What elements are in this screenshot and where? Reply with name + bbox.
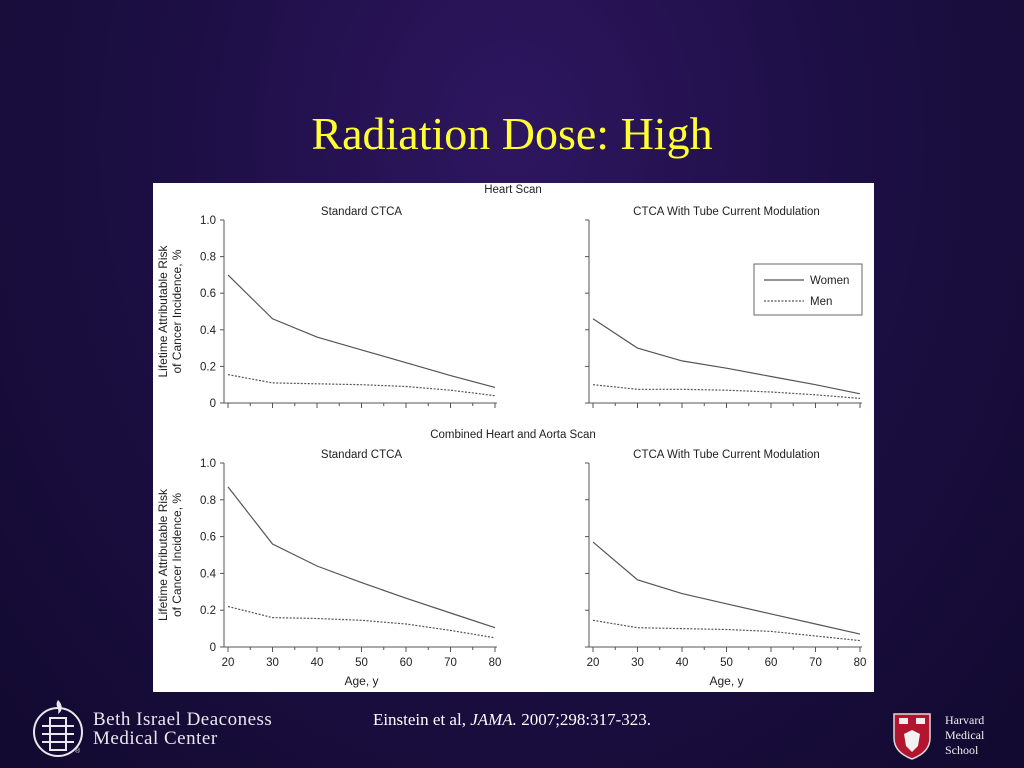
y-tick-label: 0.2: [200, 361, 216, 373]
panel-title: Standard CTCA: [321, 206, 403, 218]
x-tick-label: 80: [854, 657, 867, 669]
legend-box: [753, 263, 863, 316]
series-line-women: [227, 274, 496, 388]
x-tick-label: 20: [587, 657, 600, 669]
y-axis-label-line2: of Cancer Incidence, %: [170, 249, 184, 373]
citation-journal: JAMA.: [470, 710, 517, 729]
citation-authors: Einstein et al,: [372, 710, 471, 729]
harvard-line3: School: [945, 743, 979, 757]
y-axis-label-line1: Lifetime Attributable Risk: [156, 244, 170, 377]
section-title: Combined Heart and Aorta Scan: [430, 429, 596, 441]
figure-panel: Heart Scan Standard CTCA 0 0.2 0.4 0.6 0.8 1.0 L…: [153, 183, 874, 692]
registered-mark: ®: [75, 748, 81, 755]
x-tick-label: 70: [444, 657, 457, 669]
legend-label-women: Women: [810, 275, 849, 287]
x-tick-label: 40: [676, 657, 689, 669]
x-tick-label: 20: [222, 657, 235, 669]
slide-title: Radiation Dose: High: [311, 108, 713, 159]
series-line-women: [227, 486, 496, 629]
series-line-men: [227, 374, 496, 397]
x-tick-label: 70: [809, 657, 822, 669]
y-tick-label: 0.8: [200, 495, 216, 507]
x-tick-label: 60: [400, 657, 413, 669]
x-tick-label: 60: [765, 657, 778, 669]
series-line-men: [592, 619, 861, 642]
y-tick-label: 0: [210, 642, 216, 654]
series-line-men: [227, 605, 496, 639]
bidmc-line2: Medical Center: [93, 728, 218, 749]
bidmc-logo-icon: [33, 700, 83, 757]
x-tick-label: 30: [266, 657, 279, 669]
x-axis-label: Age, y: [344, 674, 378, 688]
legend-label-men: Men: [810, 296, 832, 308]
chart-figure: Heart Scan Standard CTCA 0 0.2 0.4 0.6 0.8 1.0 L…: [156, 184, 867, 688]
y-tick-label: 0.4: [200, 325, 217, 337]
harvard-line1: Harvard: [945, 713, 985, 727]
x-tick-label: 30: [631, 657, 644, 669]
panel-title: Standard CTCA: [321, 449, 403, 461]
y-tick-label: 0.6: [200, 288, 216, 300]
x-axis-label: Age, y: [709, 674, 743, 688]
harvard-shield-icon: [893, 713, 931, 760]
harvard-line2: Medical: [945, 728, 985, 742]
x-tick-label: 50: [720, 657, 733, 669]
harvard-name: Harvard Medical School: [945, 713, 984, 758]
y-axis-label-line2: of Cancer Incidence, %: [170, 493, 184, 617]
series-line-men: [592, 384, 861, 399]
y-tick-label: 0: [210, 398, 216, 410]
bidmc-name: Beth Israel Deaconess Medical Center: [93, 710, 272, 748]
citation-details: 2007;298:317-323.: [516, 710, 652, 729]
bidmc-line1: Beth Israel Deaconess: [93, 709, 273, 730]
x-tick-label: 40: [311, 657, 324, 669]
y-tick-label: 0.4: [200, 568, 217, 580]
panel-title: CTCA With Tube Current Modulation: [633, 206, 820, 218]
panel-title: CTCA With Tube Current Modulation: [633, 449, 820, 461]
series-line-women: [592, 541, 861, 635]
section-title: Heart Scan: [484, 184, 542, 196]
y-tick-label: 0.2: [200, 605, 216, 617]
x-tick-label: 50: [355, 657, 368, 669]
x-tick-label: 80: [489, 657, 502, 669]
series-line-women: [592, 318, 861, 395]
y-axis-label-line1: Lifetime Attributable Risk: [156, 488, 170, 621]
y-tick-label: 0.6: [200, 532, 216, 544]
y-tick-label: 1.0: [200, 458, 216, 470]
citation: Einstein et al, JAMA. 2007;298:317-323.: [0, 710, 1024, 730]
y-tick-label: 1.0: [200, 215, 216, 227]
y-tick-label: 0.8: [200, 252, 216, 264]
